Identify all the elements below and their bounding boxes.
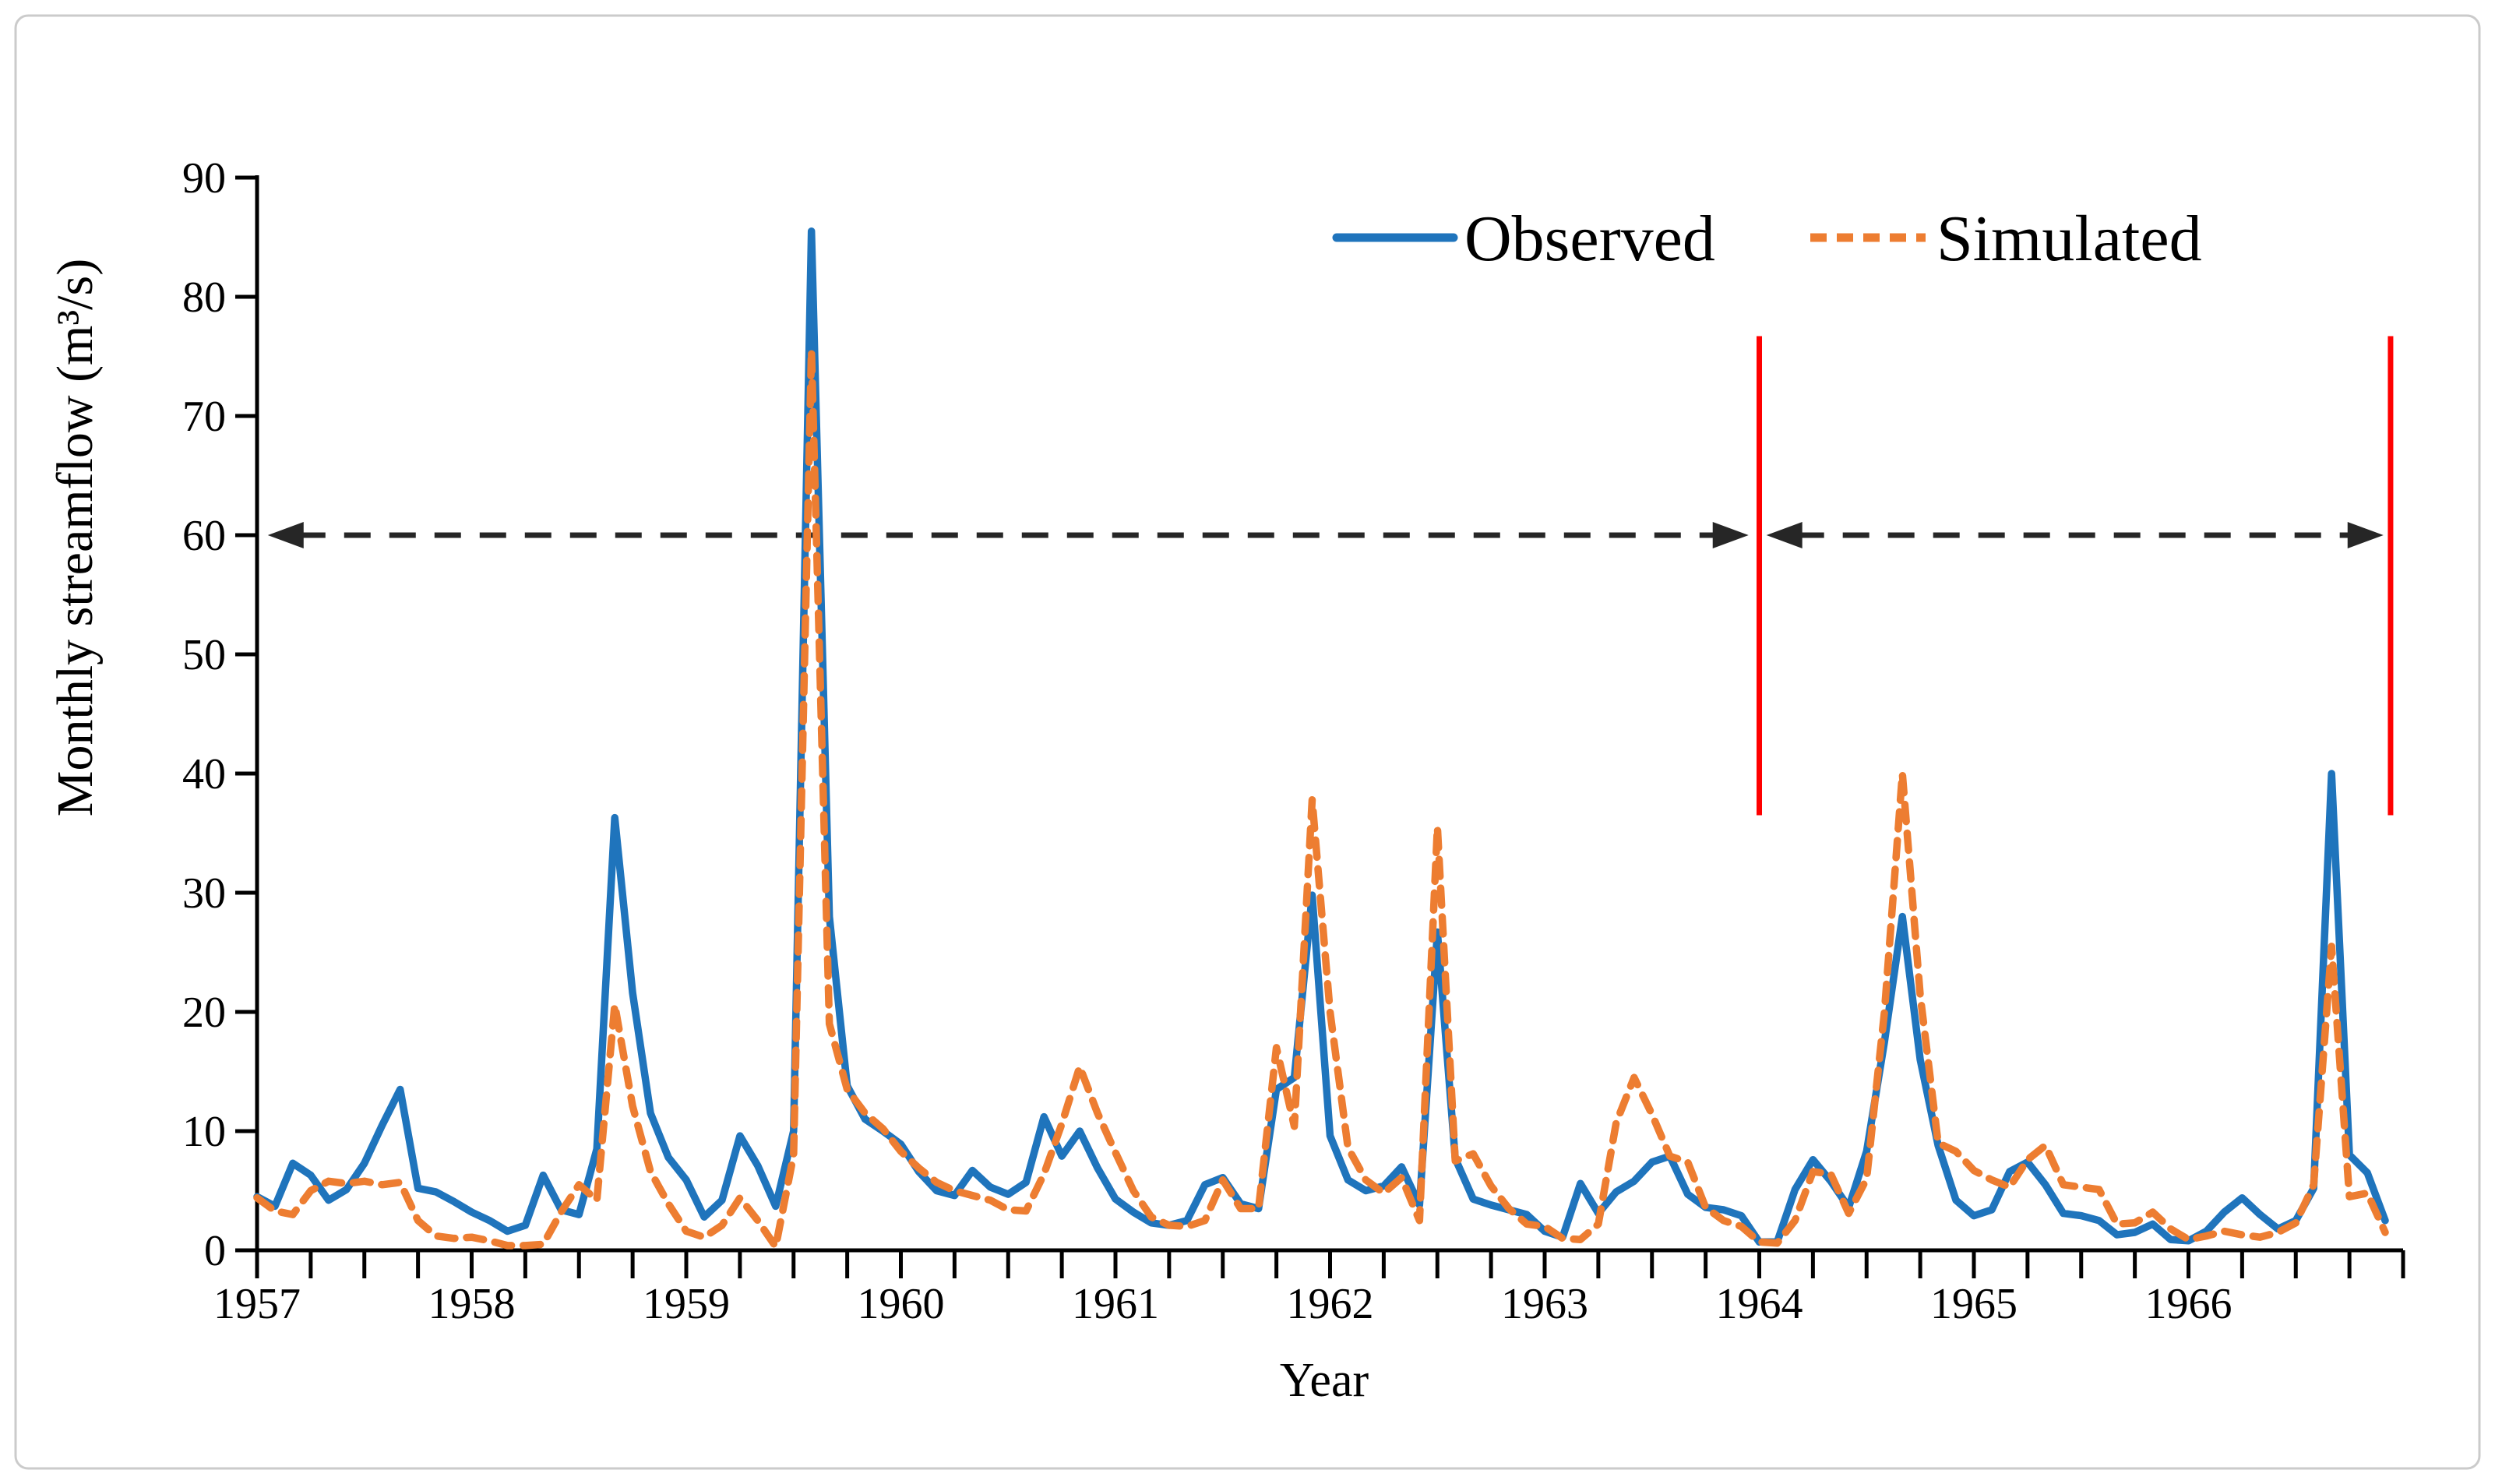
y-tick-label: 90 [182,154,226,203]
observed-line [253,227,2389,1246]
y-tick-label: 70 [182,393,226,441]
arrowhead-left-icon [267,522,304,548]
x-year-label: 1958 [428,1280,516,1328]
arrowhead-right-icon [1712,522,1749,548]
x-year-label: 1963 [1501,1280,1588,1328]
y-tick-label: 50 [182,631,226,679]
y-tick-label: 10 [182,1108,226,1156]
validation-period-arrow [1766,522,2384,548]
y-tick-label: 60 [182,512,226,560]
legend-observed-label: Observed [1464,203,1715,275]
arrowhead-left-icon [1766,522,1803,548]
y-tick-label: 40 [182,750,226,798]
x-year-label: 1964 [1716,1280,1803,1328]
x-year-label: 1962 [1287,1280,1374,1328]
x-year-label: 1966 [2145,1280,2232,1328]
x-axis-title: Year [1280,1354,1369,1407]
legend-simulated-label: Simulated [1936,203,2202,275]
y-tick-label: 80 [182,273,226,322]
y-axis-title: Monthly streamflow (m³/s) [47,259,104,816]
arrowhead-right-icon [2347,522,2384,548]
x-year-label: 1961 [1072,1280,1159,1328]
y-tick-label: 0 [204,1227,226,1275]
x-year-label: 1965 [1930,1280,2017,1328]
x-year-label: 1959 [643,1280,730,1328]
x-year-label: 1960 [858,1280,945,1328]
calibration-period-arrow [267,522,1749,548]
x-year-label: 1957 [213,1280,301,1328]
simulated-line [253,347,2389,1251]
y-tick-label: 20 [182,989,226,1037]
y-tick-label: 30 [182,869,226,918]
